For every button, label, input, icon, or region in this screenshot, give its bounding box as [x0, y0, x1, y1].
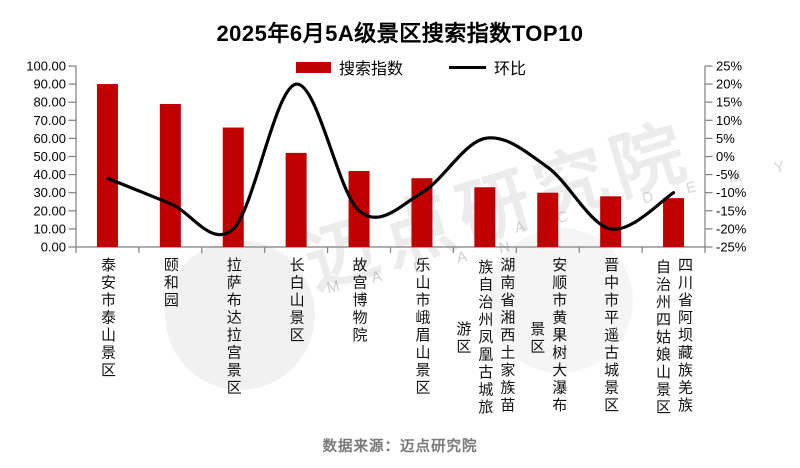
- category-label-column: 景区: [528, 320, 546, 356]
- left-tick-label: 100.00: [26, 59, 66, 74]
- left-tick-label: 60.00: [33, 131, 66, 146]
- category-label-column: 游区: [454, 320, 472, 356]
- bar-9: [663, 198, 685, 247]
- legend-bar-swatch: [296, 61, 331, 73]
- right-tick-label: -20%: [716, 221, 747, 236]
- right-tick-label: 25%: [716, 59, 742, 74]
- left-tick-label: 10.00: [33, 221, 66, 236]
- right-tick-label: -25%: [716, 240, 747, 255]
- left-tick-label: 50.00: [33, 149, 66, 164]
- right-tick-label: 5%: [716, 131, 735, 146]
- left-tick-label: 20.00: [33, 203, 66, 218]
- right-tick-label: -15%: [716, 203, 747, 218]
- plot-area: 100.00 90.00 80.00 70.00 60.00 50.00 40.00 30.0…: [26, 59, 747, 255]
- data-source: 数据来源：迈点研究院: [322, 439, 478, 455]
- left-tick-label: 0.00: [41, 240, 66, 255]
- bar-3: [285, 152, 307, 247]
- legend-bar-label: 搜索指数: [339, 61, 404, 78]
- legend-line-swatch: [449, 65, 487, 69]
- bar-6: [474, 187, 496, 247]
- right-tick-label: 15%: [716, 95, 742, 110]
- left-tick-label: 70.00: [33, 113, 66, 128]
- left-tick-label: 40.00: [33, 167, 66, 182]
- line-series: [105, 82, 676, 237]
- bar-1: [159, 104, 181, 247]
- right-tick-label: -5%: [716, 167, 740, 182]
- legend: 搜索指数 环比: [296, 56, 526, 78]
- right-tick-label: -10%: [716, 185, 747, 200]
- chart-title: 2025年6月5A级景区搜索指数TOP10: [216, 21, 584, 46]
- bar-0: [96, 84, 118, 247]
- bar-2: [222, 127, 244, 247]
- left-tick-label: 30.00: [33, 185, 66, 200]
- right-tick-label: 20%: [716, 77, 742, 92]
- bar-7: [537, 192, 559, 247]
- legend-line-label: 环比: [494, 61, 527, 78]
- left-tick-label: 90.00: [33, 77, 66, 92]
- right-tick-label: 0%: [716, 149, 735, 164]
- bar-8: [600, 196, 622, 247]
- left-tick-label: 80.00: [33, 95, 66, 110]
- right-tick-label: 10%: [716, 113, 742, 128]
